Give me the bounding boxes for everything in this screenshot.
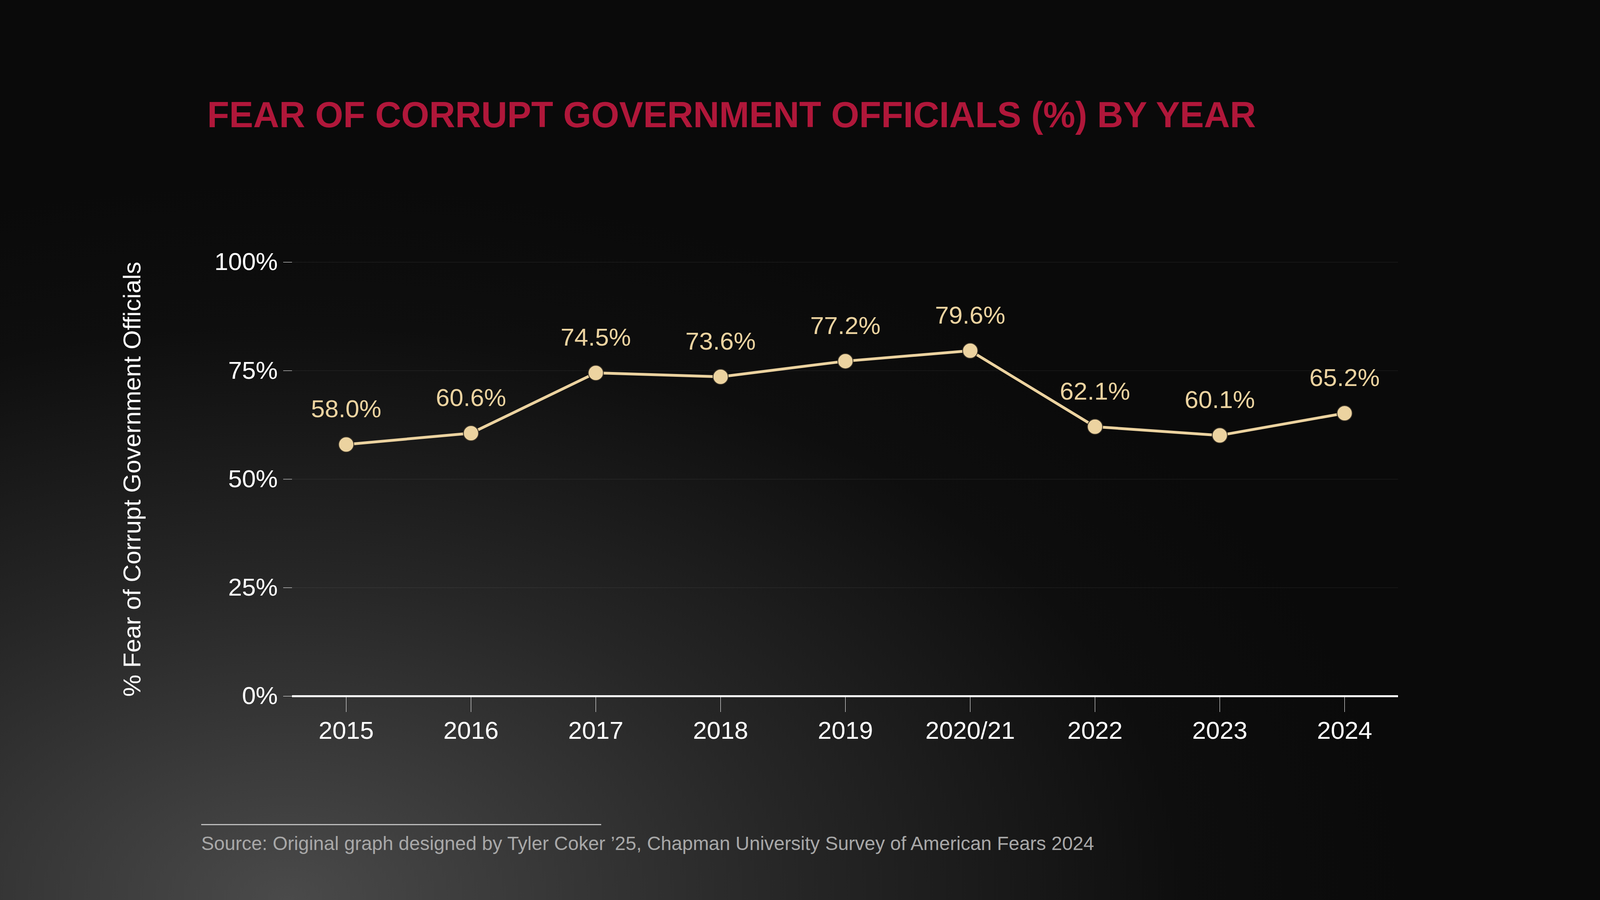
svg-text:2024: 2024 (1317, 716, 1373, 744)
svg-text:60.6%: 60.6% (436, 383, 507, 412)
svg-text:2020/21: 2020/21 (925, 716, 1015, 744)
svg-text:75%: 75% (228, 356, 278, 384)
svg-text:60.1%: 60.1% (1184, 385, 1256, 414)
svg-text:2017: 2017 (568, 716, 624, 744)
html-text:FEAR OF CORRUPT GOVERNMENT OFF: FEAR OF CORRUPT GOVERNMENT OFFICIALS (%)… (207, 94, 1256, 135)
svg-text:2019: 2019 (818, 716, 874, 744)
svg-text:65.2%: 65.2% (1309, 363, 1380, 392)
svg-text:25%: 25% (228, 573, 278, 601)
svg-text:100%: 100% (214, 247, 278, 276)
svg-text:2022: 2022 (1067, 716, 1123, 744)
svg-text:2018: 2018 (693, 716, 749, 744)
svg-text:0%: 0% (242, 681, 278, 710)
svg-text:62.1%: 62.1% (1060, 377, 1131, 405)
svg-text:58.0%: 58.0% (311, 394, 382, 423)
svg-text:2016: 2016 (443, 716, 499, 744)
svg-text:50%: 50% (228, 464, 278, 493)
svg-text:79.6%: 79.6% (935, 301, 1006, 329)
svg-text:2015: 2015 (318, 716, 374, 744)
svg-text:74.5%: 74.5% (560, 323, 632, 351)
svg-text:2023: 2023 (1192, 716, 1248, 744)
svg-text:73.6%: 73.6% (685, 327, 756, 355)
svg-text:77.2%: 77.2% (810, 311, 881, 340)
svg-text:% Fear of Corrupt Government O: % Fear of Corrupt Government Officials (118, 261, 146, 697)
html-text:Source: Original graph designe: Source: Original graph designed by Tyler… (201, 832, 1095, 854)
